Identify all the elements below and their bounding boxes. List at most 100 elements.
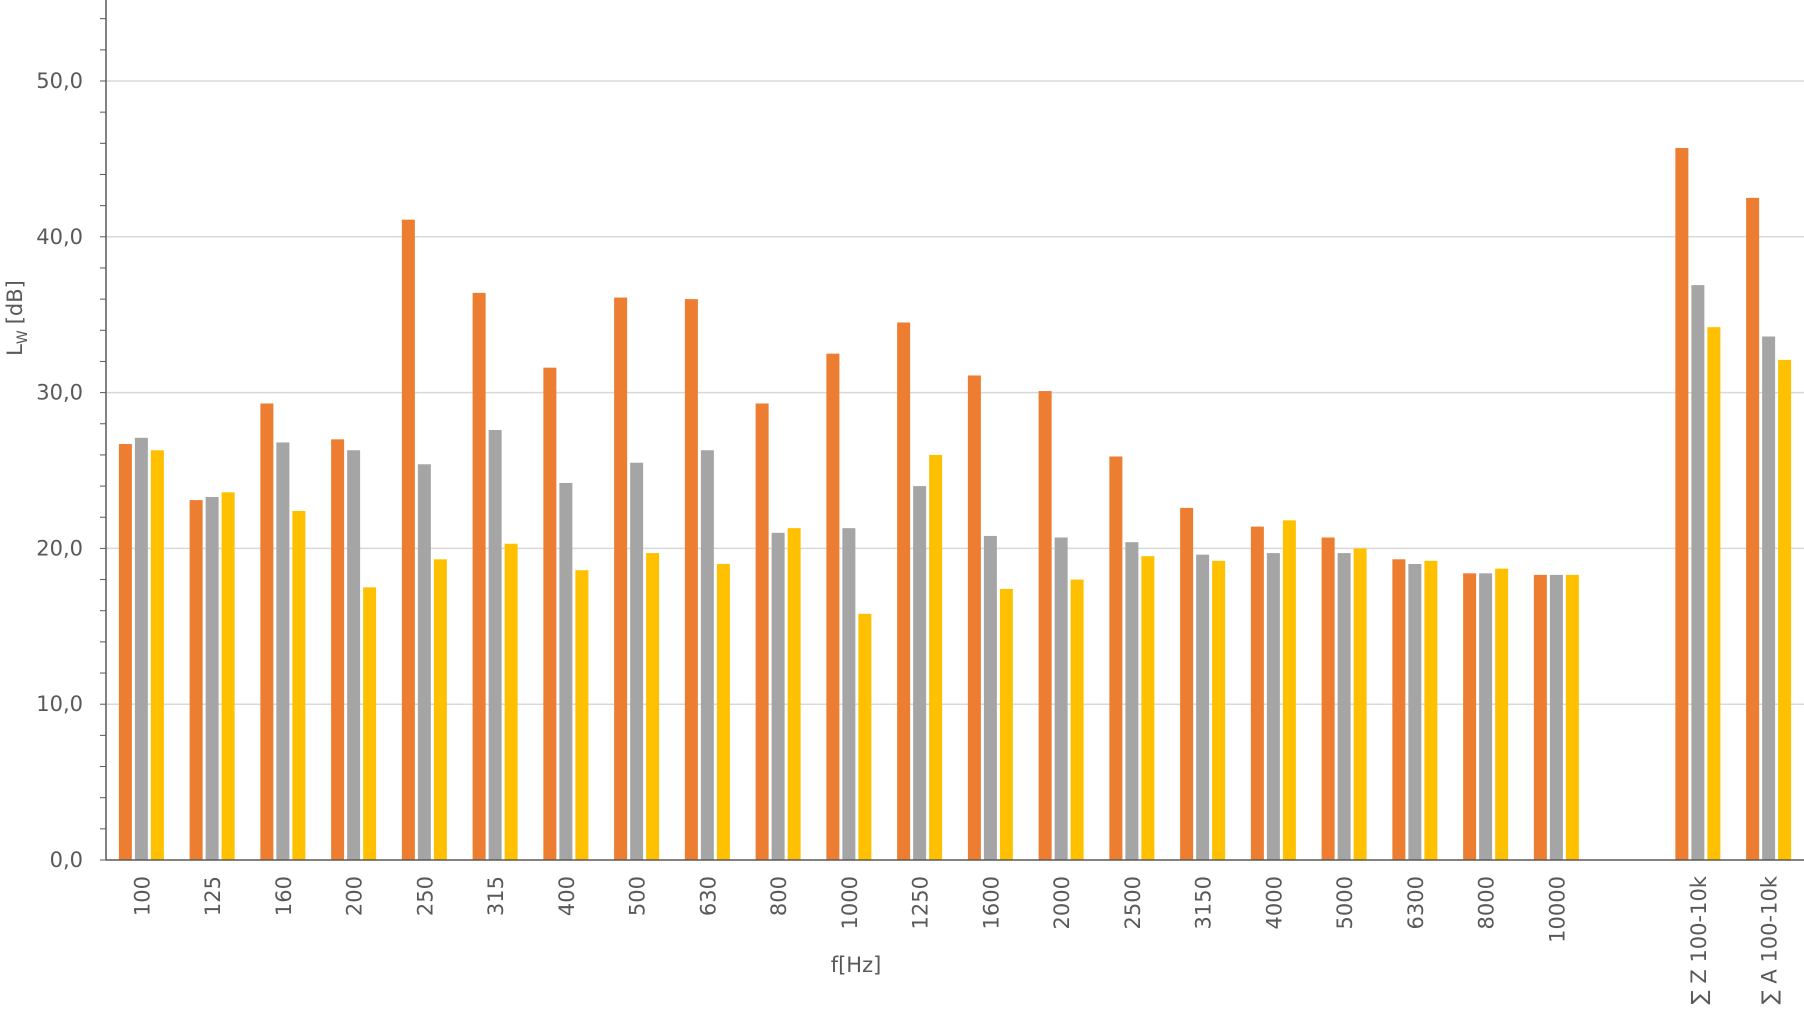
bar <box>967 375 981 860</box>
x-tick-label: 160 <box>272 876 296 916</box>
y-tick-label: 20,0 <box>36 536 83 560</box>
bar <box>1533 574 1547 860</box>
bar <box>134 437 148 860</box>
bar <box>417 464 431 860</box>
x-tick-labels: 100 125 160 200 250 315 400 500 630 800 1000 1250 16… <box>130 875 1781 1004</box>
bar <box>401 219 415 861</box>
bar <box>504 543 518 860</box>
y-tick-labels: 0,0 10,0 20,0 30,0 40,0 50,0 <box>36 69 83 872</box>
bar <box>363 587 377 860</box>
bar <box>1691 285 1705 860</box>
bar <box>771 532 785 860</box>
x-tick-label: 1000 <box>838 876 862 929</box>
bar <box>1565 574 1579 860</box>
bar <box>755 403 769 860</box>
x-tick-label: 2500 <box>1121 876 1145 929</box>
y-axis-title: LW [dB] <box>3 280 31 356</box>
x-tick-label: ∑ Z 100-10k <box>1687 875 1711 1004</box>
bar <box>929 454 943 860</box>
bar <box>1141 556 1155 860</box>
bar <box>1408 563 1422 860</box>
bar <box>1746 197 1760 861</box>
x-tick-label: 200 <box>343 876 367 916</box>
y-axis-title-sub: W <box>15 330 31 344</box>
bar <box>543 367 557 860</box>
bar <box>1479 573 1493 860</box>
bar <box>1353 548 1367 860</box>
bar <box>1266 553 1280 860</box>
x-tick-label: 8000 <box>1475 876 1499 929</box>
bar <box>913 486 927 860</box>
bar <box>983 535 997 860</box>
bar <box>684 299 698 860</box>
bar <box>331 439 345 860</box>
x-tick-label: 1600 <box>979 876 1003 929</box>
bar <box>1424 560 1438 860</box>
x-tick-label: ∑ A 100-10k <box>1758 875 1782 1004</box>
x-tick-label: 125 <box>201 876 225 916</box>
bar <box>826 353 840 860</box>
bar <box>433 559 447 860</box>
x-tick-label: 6300 <box>1404 876 1428 929</box>
bar <box>1549 574 1563 860</box>
bar <box>575 570 589 860</box>
bar <box>858 613 872 860</box>
x-tick-label: 5000 <box>1333 876 1357 929</box>
y-tick-label: 40,0 <box>36 225 83 249</box>
y-axis-title-main: L <box>3 344 27 356</box>
bar <box>1392 559 1406 860</box>
bar <box>189 500 203 860</box>
bar <box>292 511 306 860</box>
x-tick-label: 2000 <box>1050 876 1074 929</box>
x-axis-title: f[Hz] <box>831 953 882 977</box>
bar <box>842 528 856 860</box>
bar <box>897 322 911 860</box>
x-tick-label: 10000 <box>1545 876 1569 943</box>
y-tick-label: 50,0 <box>36 69 83 93</box>
x-tick-label: 4000 <box>1262 876 1286 929</box>
bar <box>1707 327 1721 860</box>
bar <box>559 482 573 860</box>
y-tick-label: 0,0 <box>50 848 83 872</box>
bar <box>1762 336 1776 861</box>
bar <box>1495 568 1509 860</box>
bar <box>646 553 660 860</box>
x-tick-label: 1250 <box>909 876 933 929</box>
bar <box>1196 554 1210 860</box>
bar <box>1054 537 1068 860</box>
bar <box>221 492 235 860</box>
bar <box>276 442 290 860</box>
x-tick-label: 315 <box>484 876 508 916</box>
bar <box>1180 507 1194 860</box>
bar <box>118 444 132 860</box>
x-tick-label: 500 <box>626 876 650 916</box>
bar <box>1778 359 1792 860</box>
y-tick-label: 10,0 <box>36 692 83 716</box>
bar <box>614 297 628 860</box>
bar <box>1250 526 1264 860</box>
bar <box>260 403 274 860</box>
bar <box>347 450 361 860</box>
bar <box>488 429 502 860</box>
bars <box>118 147 1792 861</box>
bar <box>1212 560 1226 860</box>
y-axis-title-unit: [dB] <box>3 280 27 324</box>
axes <box>100 0 1804 861</box>
x-tick-label: 400 <box>555 876 579 916</box>
bar <box>1070 579 1084 860</box>
bar <box>1321 537 1335 860</box>
bar <box>1125 542 1139 860</box>
x-tick-label: 800 <box>767 876 791 916</box>
bar <box>787 528 801 860</box>
bar <box>472 292 486 860</box>
y-tick-label: 30,0 <box>36 381 83 405</box>
bar <box>700 450 714 860</box>
bar <box>1463 573 1477 860</box>
bar <box>150 450 164 860</box>
gridlines <box>106 80 1804 705</box>
bar <box>630 462 644 860</box>
x-tick-label: 630 <box>696 876 720 916</box>
x-tick-label: 3150 <box>1192 876 1216 929</box>
bar <box>716 563 730 860</box>
